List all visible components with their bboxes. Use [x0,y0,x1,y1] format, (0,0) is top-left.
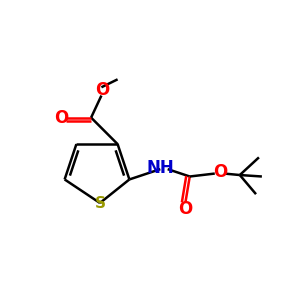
Text: O: O [95,81,109,99]
Text: O: O [213,163,227,181]
Text: O: O [54,109,68,127]
Text: NH: NH [146,159,174,177]
Text: O: O [178,200,193,218]
Text: S: S [94,196,105,211]
